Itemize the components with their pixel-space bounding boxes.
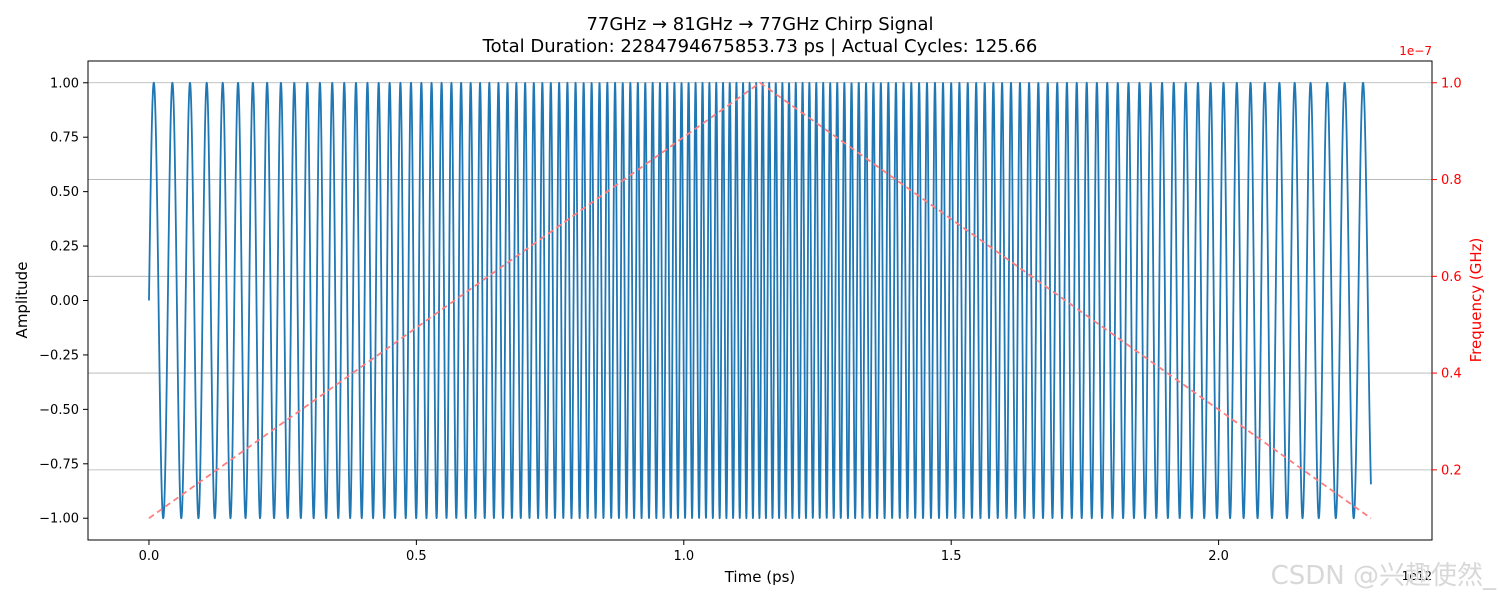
x-axis-label: Time (ps)	[724, 568, 796, 586]
y2-offset-label: 1e−7	[1399, 44, 1432, 58]
y-tick-label: 0.00	[50, 294, 79, 309]
chart-subtitle: Total Duration: 2284794675853.73 ps | Ac…	[482, 36, 1038, 57]
y2-axis-label: Frequency (GHz)	[1467, 238, 1485, 363]
x-tick-label: 0.5	[406, 549, 427, 564]
y-tick-label: 1.00	[50, 76, 79, 91]
y-tick-label: 0.25	[50, 240, 79, 255]
y2-tick-label: 0.4	[1441, 367, 1462, 382]
amplitude-line	[148, 81, 1372, 520]
watermark: CSDN @兴趣使然_	[1271, 561, 1497, 591]
y-axis-label: Amplitude	[13, 262, 31, 339]
y-tick-label: −0.75	[39, 457, 79, 472]
x-tick-label: 1.5	[941, 549, 962, 564]
y2-tick-label: 0.8	[1441, 173, 1462, 188]
y-tick-label: −0.50	[39, 403, 79, 418]
series-layer	[148, 81, 1372, 520]
x-tick-label: 0.0	[139, 549, 160, 564]
x-tick-label: 2.0	[1208, 549, 1229, 564]
x-offset-label: 1e12	[1402, 569, 1432, 583]
y-tick-label: 0.75	[50, 131, 79, 146]
x-tick-label: 1.0	[673, 549, 694, 564]
y-tick-label: 0.50	[50, 185, 79, 200]
y2-tick-label: 0.6	[1441, 270, 1462, 285]
tick-marks: 0.0 0.5 1.0 1.5 2.0 1.00 0.75 0.50 0.25 0.00 −0.25…	[39, 76, 1462, 564]
y-tick-label: −0.25	[39, 348, 79, 363]
chart-title: 77GHz → 81GHz → 77GHz Chirp Signal	[586, 14, 933, 35]
y-tick-label: −1.00	[39, 512, 79, 527]
y2-tick-label: 1.0	[1441, 76, 1462, 91]
frequency-line	[148, 81, 1372, 519]
y2-tick-label: 0.2	[1441, 463, 1462, 478]
